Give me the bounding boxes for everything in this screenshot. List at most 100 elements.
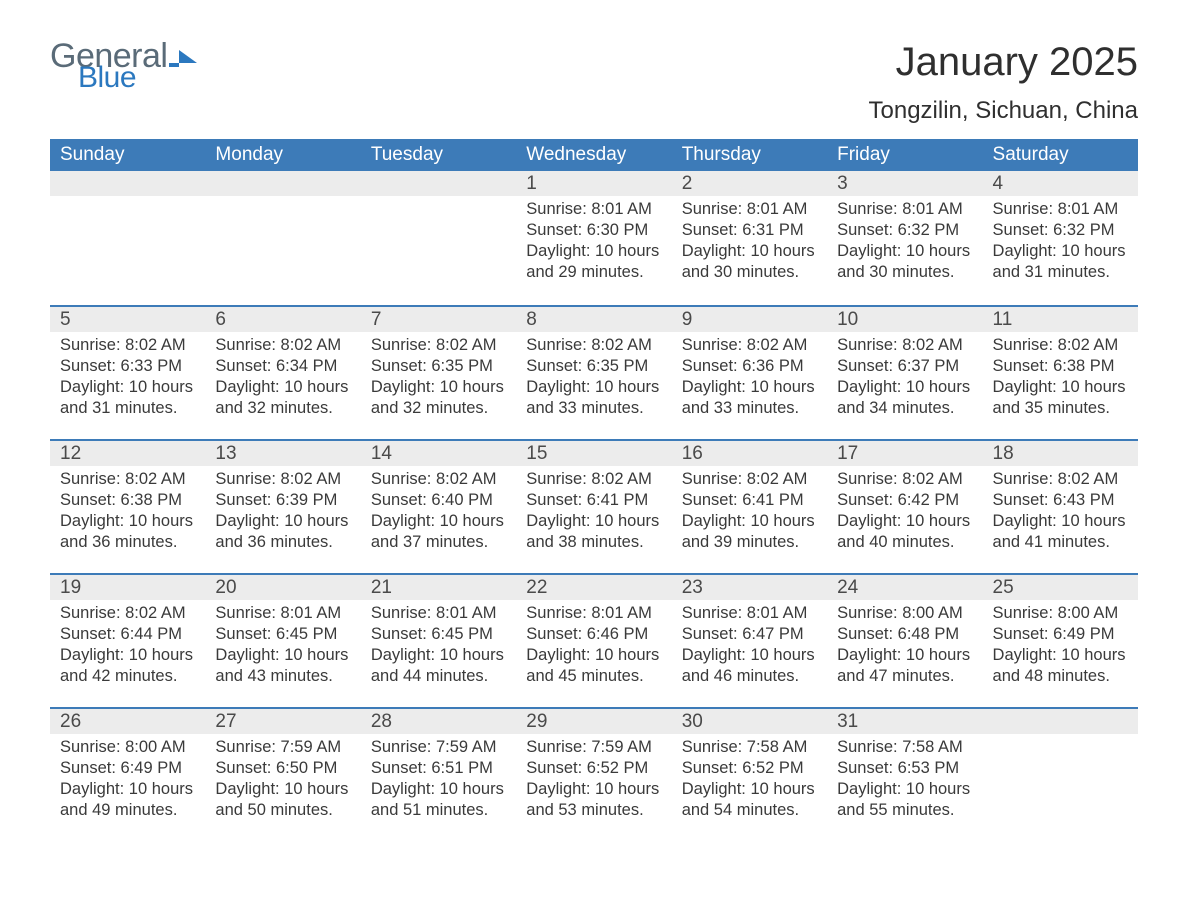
weekday-header: Friday	[827, 139, 982, 171]
calendar-cell: 15Sunrise: 8:02 AMSunset: 6:41 PMDayligh…	[516, 439, 671, 573]
page-title: January 2025	[896, 40, 1138, 85]
day-number: 19	[50, 573, 205, 600]
day-details: Sunrise: 7:59 AMSunset: 6:50 PMDaylight:…	[205, 734, 360, 829]
calendar-cell: 24Sunrise: 8:00 AMSunset: 6:48 PMDayligh…	[827, 573, 982, 707]
calendar-cell: 6Sunrise: 8:02 AMSunset: 6:34 PMDaylight…	[205, 305, 360, 439]
calendar-table: Sunday Monday Tuesday Wednesday Thursday…	[50, 139, 1138, 841]
calendar-week: 1Sunrise: 8:01 AMSunset: 6:30 PMDaylight…	[50, 171, 1138, 305]
day-number-empty	[983, 707, 1138, 734]
day-number: 6	[205, 305, 360, 332]
day-details: Sunrise: 8:01 AMSunset: 6:32 PMDaylight:…	[827, 196, 982, 291]
day-details: Sunrise: 8:01 AMSunset: 6:31 PMDaylight:…	[672, 196, 827, 291]
day-details: Sunrise: 8:02 AMSunset: 6:38 PMDaylight:…	[50, 466, 205, 561]
day-number: 17	[827, 439, 982, 466]
day-details: Sunrise: 8:02 AMSunset: 6:35 PMDaylight:…	[516, 332, 671, 427]
weekday-header: Sunday	[50, 139, 205, 171]
calendar-cell	[205, 171, 360, 305]
calendar-cell: 10Sunrise: 8:02 AMSunset: 6:37 PMDayligh…	[827, 305, 982, 439]
day-details: Sunrise: 8:02 AMSunset: 6:38 PMDaylight:…	[983, 332, 1138, 427]
day-details: Sunrise: 7:59 AMSunset: 6:52 PMDaylight:…	[516, 734, 671, 829]
day-number: 8	[516, 305, 671, 332]
calendar-cell: 23Sunrise: 8:01 AMSunset: 6:47 PMDayligh…	[672, 573, 827, 707]
calendar-cell: 16Sunrise: 8:02 AMSunset: 6:41 PMDayligh…	[672, 439, 827, 573]
day-number: 29	[516, 707, 671, 734]
day-number: 15	[516, 439, 671, 466]
day-number-empty	[361, 171, 516, 196]
day-number: 10	[827, 305, 982, 332]
day-details: Sunrise: 8:02 AMSunset: 6:34 PMDaylight:…	[205, 332, 360, 427]
calendar-cell: 13Sunrise: 8:02 AMSunset: 6:39 PMDayligh…	[205, 439, 360, 573]
day-number: 23	[672, 573, 827, 600]
weekday-header: Saturday	[983, 139, 1138, 171]
calendar-cell: 20Sunrise: 8:01 AMSunset: 6:45 PMDayligh…	[205, 573, 360, 707]
flag-icon	[169, 47, 197, 67]
calendar-cell: 17Sunrise: 8:02 AMSunset: 6:42 PMDayligh…	[827, 439, 982, 573]
calendar-cell: 9Sunrise: 8:02 AMSunset: 6:36 PMDaylight…	[672, 305, 827, 439]
weekday-header: Thursday	[672, 139, 827, 171]
location-label: Tongzilin, Sichuan, China	[50, 97, 1138, 125]
calendar-week: 12Sunrise: 8:02 AMSunset: 6:38 PMDayligh…	[50, 439, 1138, 573]
day-number: 7	[361, 305, 516, 332]
day-number: 31	[827, 707, 982, 734]
day-number: 2	[672, 171, 827, 196]
calendar-cell: 8Sunrise: 8:02 AMSunset: 6:35 PMDaylight…	[516, 305, 671, 439]
weekday-header: Monday	[205, 139, 360, 171]
day-number: 25	[983, 573, 1138, 600]
day-details: Sunrise: 8:00 AMSunset: 6:49 PMDaylight:…	[983, 600, 1138, 695]
day-details: Sunrise: 8:02 AMSunset: 6:35 PMDaylight:…	[361, 332, 516, 427]
calendar-cell: 3Sunrise: 8:01 AMSunset: 6:32 PMDaylight…	[827, 171, 982, 305]
calendar-cell: 19Sunrise: 8:02 AMSunset: 6:44 PMDayligh…	[50, 573, 205, 707]
day-number: 3	[827, 171, 982, 196]
day-number-empty	[205, 171, 360, 196]
calendar-cell: 31Sunrise: 7:58 AMSunset: 6:53 PMDayligh…	[827, 707, 982, 841]
day-details: Sunrise: 8:00 AMSunset: 6:49 PMDaylight:…	[50, 734, 205, 829]
calendar-cell: 28Sunrise: 7:59 AMSunset: 6:51 PMDayligh…	[361, 707, 516, 841]
day-number: 5	[50, 305, 205, 332]
day-details: Sunrise: 8:00 AMSunset: 6:48 PMDaylight:…	[827, 600, 982, 695]
calendar-week: 26Sunrise: 8:00 AMSunset: 6:49 PMDayligh…	[50, 707, 1138, 841]
calendar-cell: 12Sunrise: 8:02 AMSunset: 6:38 PMDayligh…	[50, 439, 205, 573]
calendar-cell: 5Sunrise: 8:02 AMSunset: 6:33 PMDaylight…	[50, 305, 205, 439]
day-number: 27	[205, 707, 360, 734]
day-number: 9	[672, 305, 827, 332]
day-details: Sunrise: 8:02 AMSunset: 6:37 PMDaylight:…	[827, 332, 982, 427]
day-number: 24	[827, 573, 982, 600]
day-number: 11	[983, 305, 1138, 332]
calendar-cell: 14Sunrise: 8:02 AMSunset: 6:40 PMDayligh…	[361, 439, 516, 573]
day-details: Sunrise: 8:01 AMSunset: 6:32 PMDaylight:…	[983, 196, 1138, 291]
calendar-cell	[50, 171, 205, 305]
calendar-cell: 26Sunrise: 8:00 AMSunset: 6:49 PMDayligh…	[50, 707, 205, 841]
calendar-cell: 25Sunrise: 8:00 AMSunset: 6:49 PMDayligh…	[983, 573, 1138, 707]
day-number: 28	[361, 707, 516, 734]
day-number: 4	[983, 171, 1138, 196]
day-number: 22	[516, 573, 671, 600]
calendar-cell: 7Sunrise: 8:02 AMSunset: 6:35 PMDaylight…	[361, 305, 516, 439]
day-number: 14	[361, 439, 516, 466]
day-number: 26	[50, 707, 205, 734]
calendar-cell: 27Sunrise: 7:59 AMSunset: 6:50 PMDayligh…	[205, 707, 360, 841]
day-number-empty	[50, 171, 205, 196]
calendar-cell: 21Sunrise: 8:01 AMSunset: 6:45 PMDayligh…	[361, 573, 516, 707]
day-number: 21	[361, 573, 516, 600]
day-details: Sunrise: 8:02 AMSunset: 6:39 PMDaylight:…	[205, 466, 360, 561]
day-details: Sunrise: 8:01 AMSunset: 6:30 PMDaylight:…	[516, 196, 671, 291]
calendar-cell: 1Sunrise: 8:01 AMSunset: 6:30 PMDaylight…	[516, 171, 671, 305]
day-details: Sunrise: 8:01 AMSunset: 6:45 PMDaylight:…	[361, 600, 516, 695]
calendar-cell	[983, 707, 1138, 841]
day-details: Sunrise: 8:01 AMSunset: 6:46 PMDaylight:…	[516, 600, 671, 695]
day-number: 20	[205, 573, 360, 600]
day-number: 16	[672, 439, 827, 466]
day-number: 1	[516, 171, 671, 196]
weekday-header-row: Sunday Monday Tuesday Wednesday Thursday…	[50, 139, 1138, 171]
calendar-cell: 11Sunrise: 8:02 AMSunset: 6:38 PMDayligh…	[983, 305, 1138, 439]
brand-logo: General Blue	[50, 40, 197, 93]
day-details: Sunrise: 8:02 AMSunset: 6:36 PMDaylight:…	[672, 332, 827, 427]
calendar-cell: 22Sunrise: 8:01 AMSunset: 6:46 PMDayligh…	[516, 573, 671, 707]
day-details: Sunrise: 8:01 AMSunset: 6:45 PMDaylight:…	[205, 600, 360, 695]
day-details: Sunrise: 8:02 AMSunset: 6:33 PMDaylight:…	[50, 332, 205, 427]
calendar-cell	[361, 171, 516, 305]
weekday-header: Wednesday	[516, 139, 671, 171]
day-details: Sunrise: 8:02 AMSunset: 6:41 PMDaylight:…	[516, 466, 671, 561]
day-details: Sunrise: 8:02 AMSunset: 6:43 PMDaylight:…	[983, 466, 1138, 561]
calendar-cell: 18Sunrise: 8:02 AMSunset: 6:43 PMDayligh…	[983, 439, 1138, 573]
